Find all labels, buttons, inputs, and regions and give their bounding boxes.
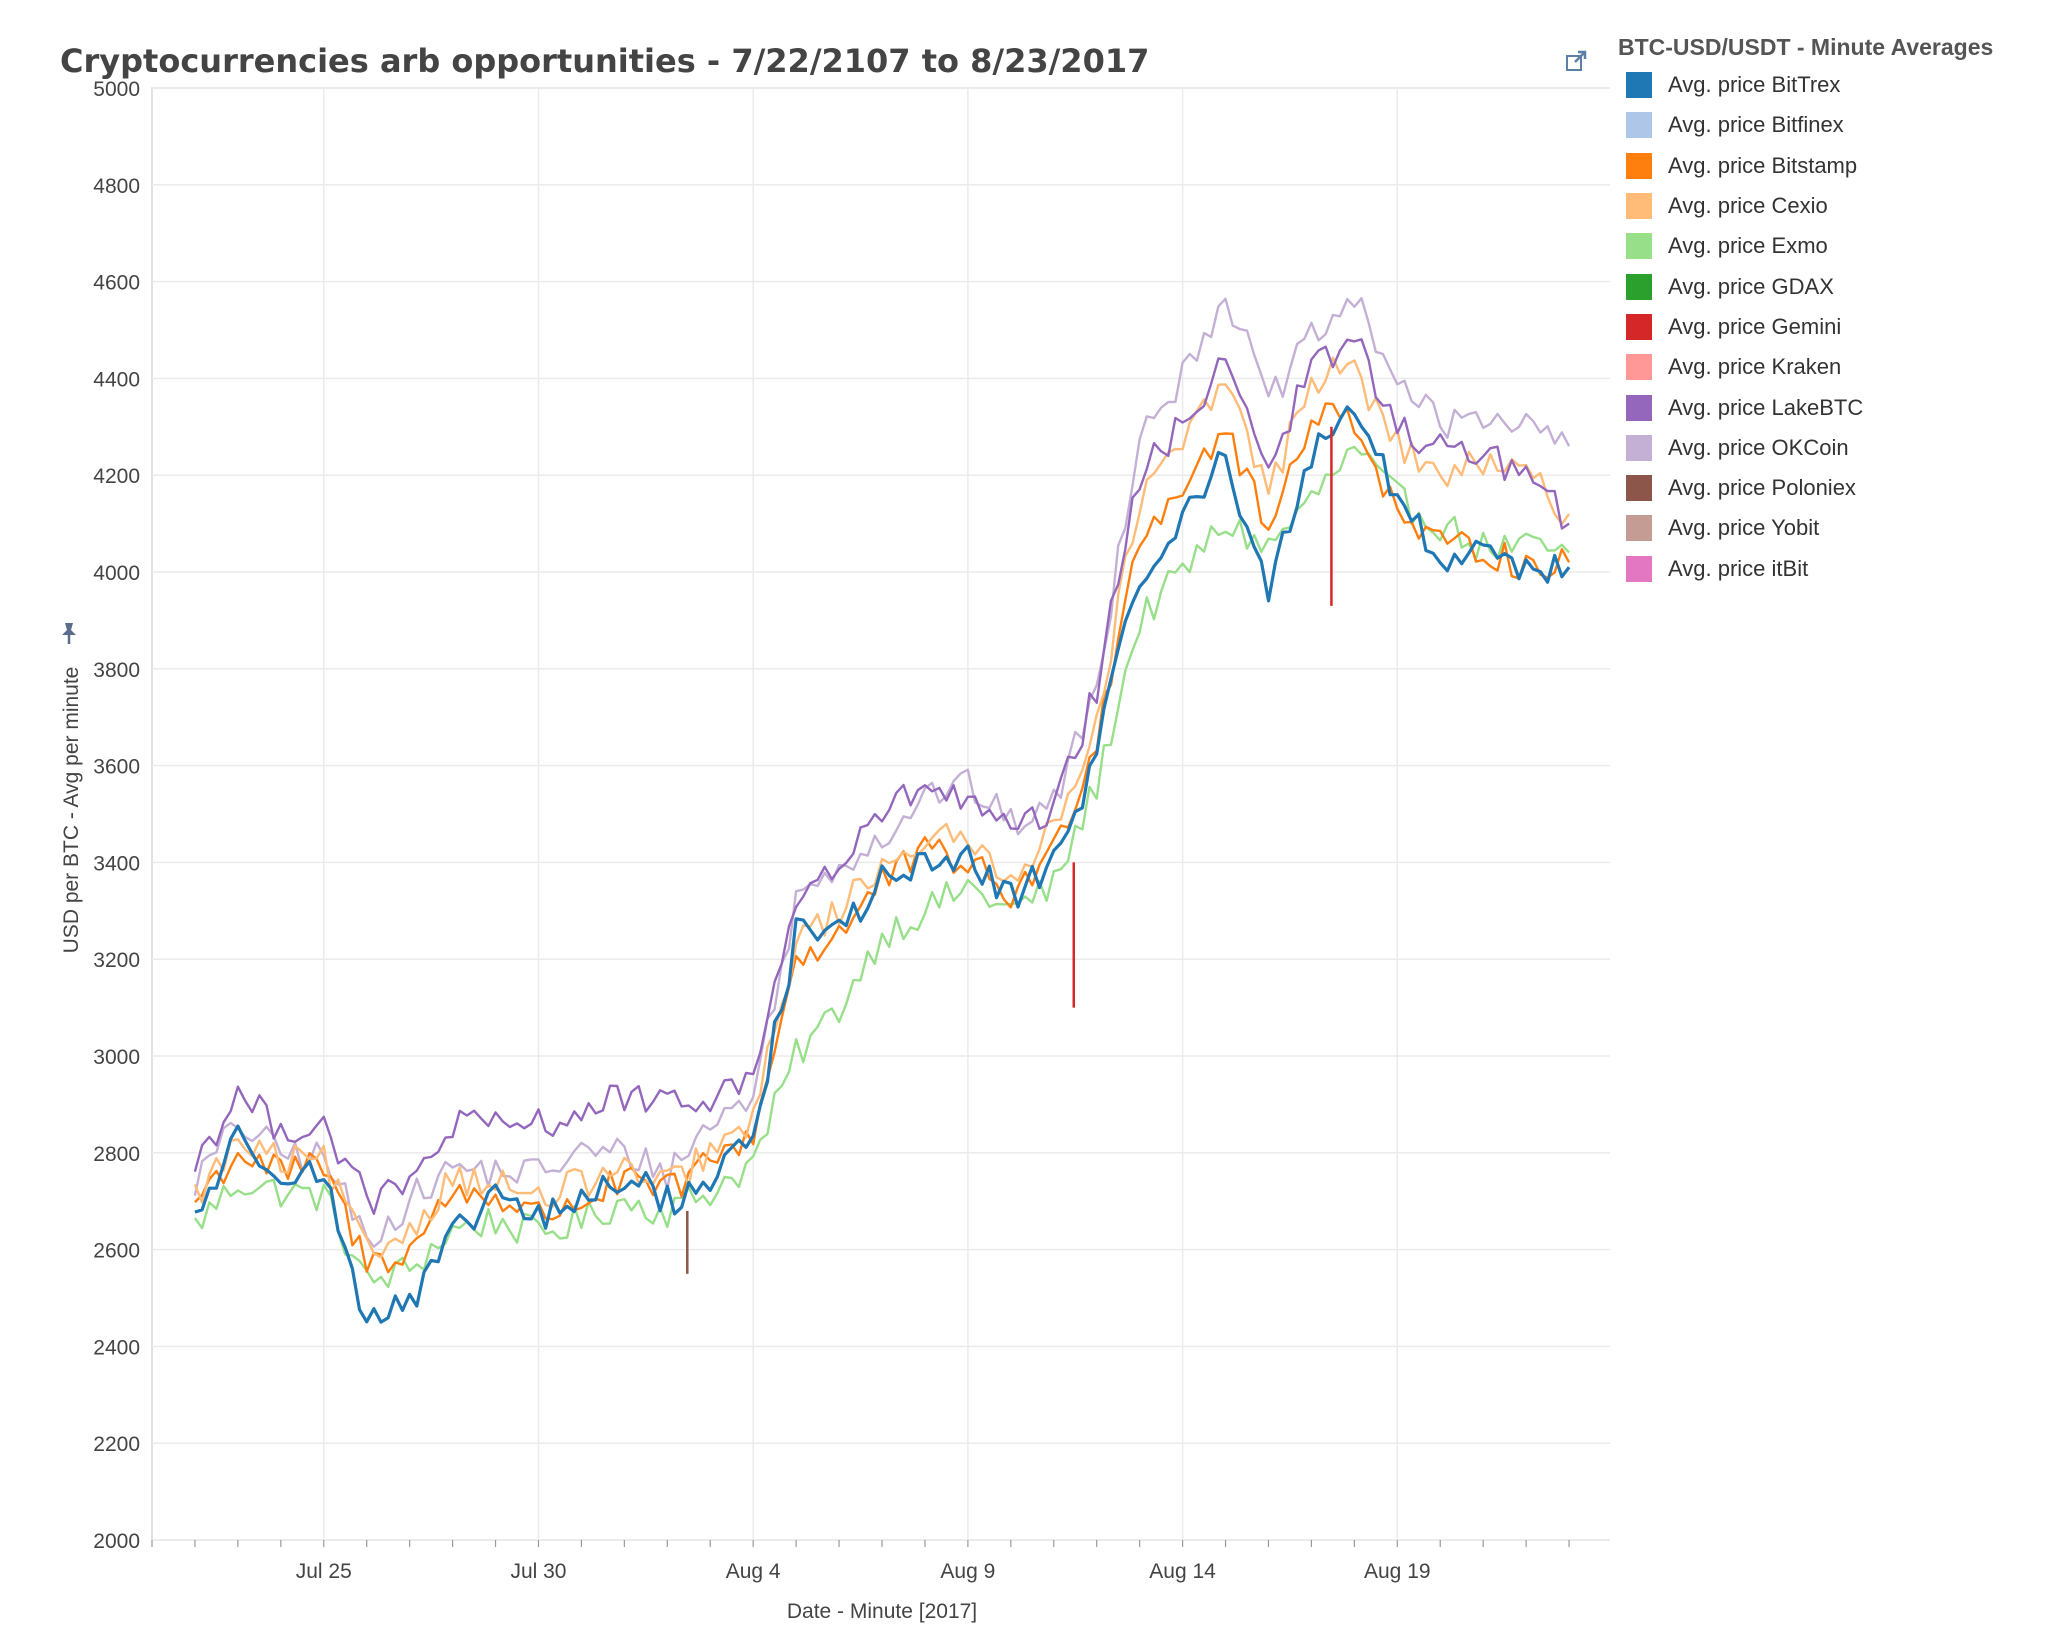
y-tick-label: 4000 (93, 562, 140, 585)
legend-item[interactable]: Avg. price Yobit (1618, 508, 2038, 548)
legend-item[interactable]: Avg. price GDAX (1618, 266, 2038, 306)
legend-label: Avg. price LakeBTC (1668, 394, 1864, 420)
legend-item[interactable]: Avg. price itBit (1618, 549, 2038, 589)
chart-title: Cryptocurrencies arb opportunities - 7/2… (60, 42, 1150, 80)
x-tick-label: Jul 30 (510, 1560, 566, 1583)
x-tick-label: Aug 19 (1364, 1560, 1431, 1583)
legend-item[interactable]: Avg. price BitTrex (1618, 65, 2038, 105)
legend-swatch (1626, 394, 1652, 421)
legend-label: Avg. price Gemini (1668, 313, 1842, 339)
series-line (193, 297, 1571, 1248)
legend-item[interactable]: Avg. price Cexio (1618, 186, 2038, 226)
legend-label: Avg. price Exmo (1668, 233, 1828, 259)
legend-swatch (1626, 354, 1652, 381)
y-tick-label: 4600 (93, 272, 140, 295)
legend-item[interactable]: Avg. price Poloniex (1618, 468, 2038, 508)
legend-swatch (1626, 233, 1652, 260)
x-tick-label: Jul 25 (296, 1560, 352, 1583)
y-tick-label: 5000 (93, 78, 140, 101)
x-tick-label: Aug 4 (726, 1560, 781, 1583)
line-chart: 2000 2200 2400 2600 2800 3000 3200 3400 3600 3800… (60, 78, 1610, 1623)
y-tick-label: 3400 (93, 852, 140, 875)
legend-swatch (1626, 112, 1652, 139)
legend-swatch (1626, 152, 1652, 179)
y-tick-label: 2000 (93, 1530, 140, 1553)
legend-label: Avg. price BitTrex (1668, 72, 1841, 98)
y-tick-label: 4400 (93, 368, 140, 391)
legend-swatch (1626, 555, 1652, 582)
legend: BTC-USD/USDT - Minute Averages Avg. pric… (1618, 34, 2038, 589)
y-tick-label: 2800 (93, 1143, 140, 1166)
external-link-icon[interactable] (1565, 50, 1587, 72)
legend-item[interactable]: Avg. price OKCoin (1618, 428, 2038, 468)
legend-label: Avg. price GDAX (1668, 273, 1834, 299)
legend-item[interactable]: Avg. price Exmo (1618, 226, 2038, 266)
y-tick-label: 3600 (93, 756, 140, 779)
y-tick-label: 3000 (93, 1046, 140, 1069)
series-line (193, 338, 1570, 1216)
legend-item[interactable]: Avg. price Bitfinex (1618, 105, 2038, 145)
x-tick-label: Aug 9 (940, 1560, 995, 1583)
legend-swatch (1626, 475, 1652, 502)
y-tick-label: 2200 (93, 1433, 140, 1456)
legend-label: Avg. price Bitstamp (1668, 152, 1858, 178)
y-axis-title: USD per BTC - Avg per minute (60, 667, 83, 954)
legend-label: Avg. price Cexio (1668, 193, 1828, 219)
y-tick-label: 4800 (93, 175, 140, 198)
legend-item[interactable]: Avg. price Gemini (1618, 307, 2038, 347)
legend-swatch (1626, 72, 1652, 99)
legend-label: Avg. price Bitfinex (1668, 112, 1844, 138)
legend-swatch (1626, 515, 1652, 542)
x-axis-title: Date - Minute [2017] (787, 1600, 977, 1623)
series-line (194, 405, 1571, 1324)
pin-icon[interactable] (56, 620, 82, 646)
legend-label: Avg. price itBit (1668, 555, 1809, 581)
legend-label: Avg. price Yobit (1668, 515, 1820, 541)
legend-item[interactable]: Avg. price Bitstamp (1618, 146, 2038, 186)
legend-swatch (1626, 313, 1652, 340)
legend-swatch (1626, 434, 1652, 461)
y-tick-label: 4200 (93, 465, 140, 488)
legend-title: BTC-USD/USDT - Minute Averages (1618, 34, 1994, 60)
legend-label: Avg. price Kraken (1668, 354, 1842, 380)
y-tick-label: 3200 (93, 949, 140, 972)
plot-area (151, 87, 1610, 1541)
legend-item[interactable]: Avg. price LakeBTC (1618, 387, 2038, 427)
series-line (193, 356, 1571, 1259)
y-tick-label: 2400 (93, 1336, 140, 1359)
x-tick-label: Aug 14 (1149, 1560, 1216, 1583)
legend-label: Avg. price Poloniex (1668, 475, 1856, 501)
y-tick-label: 2600 (93, 1240, 140, 1263)
legend-swatch (1626, 273, 1652, 300)
legend-label: Avg. price OKCoin (1668, 434, 1849, 460)
legend-swatch (1626, 193, 1652, 220)
y-tick-label: 3800 (93, 659, 140, 682)
legend-item[interactable]: Avg. price Kraken (1618, 347, 2038, 387)
